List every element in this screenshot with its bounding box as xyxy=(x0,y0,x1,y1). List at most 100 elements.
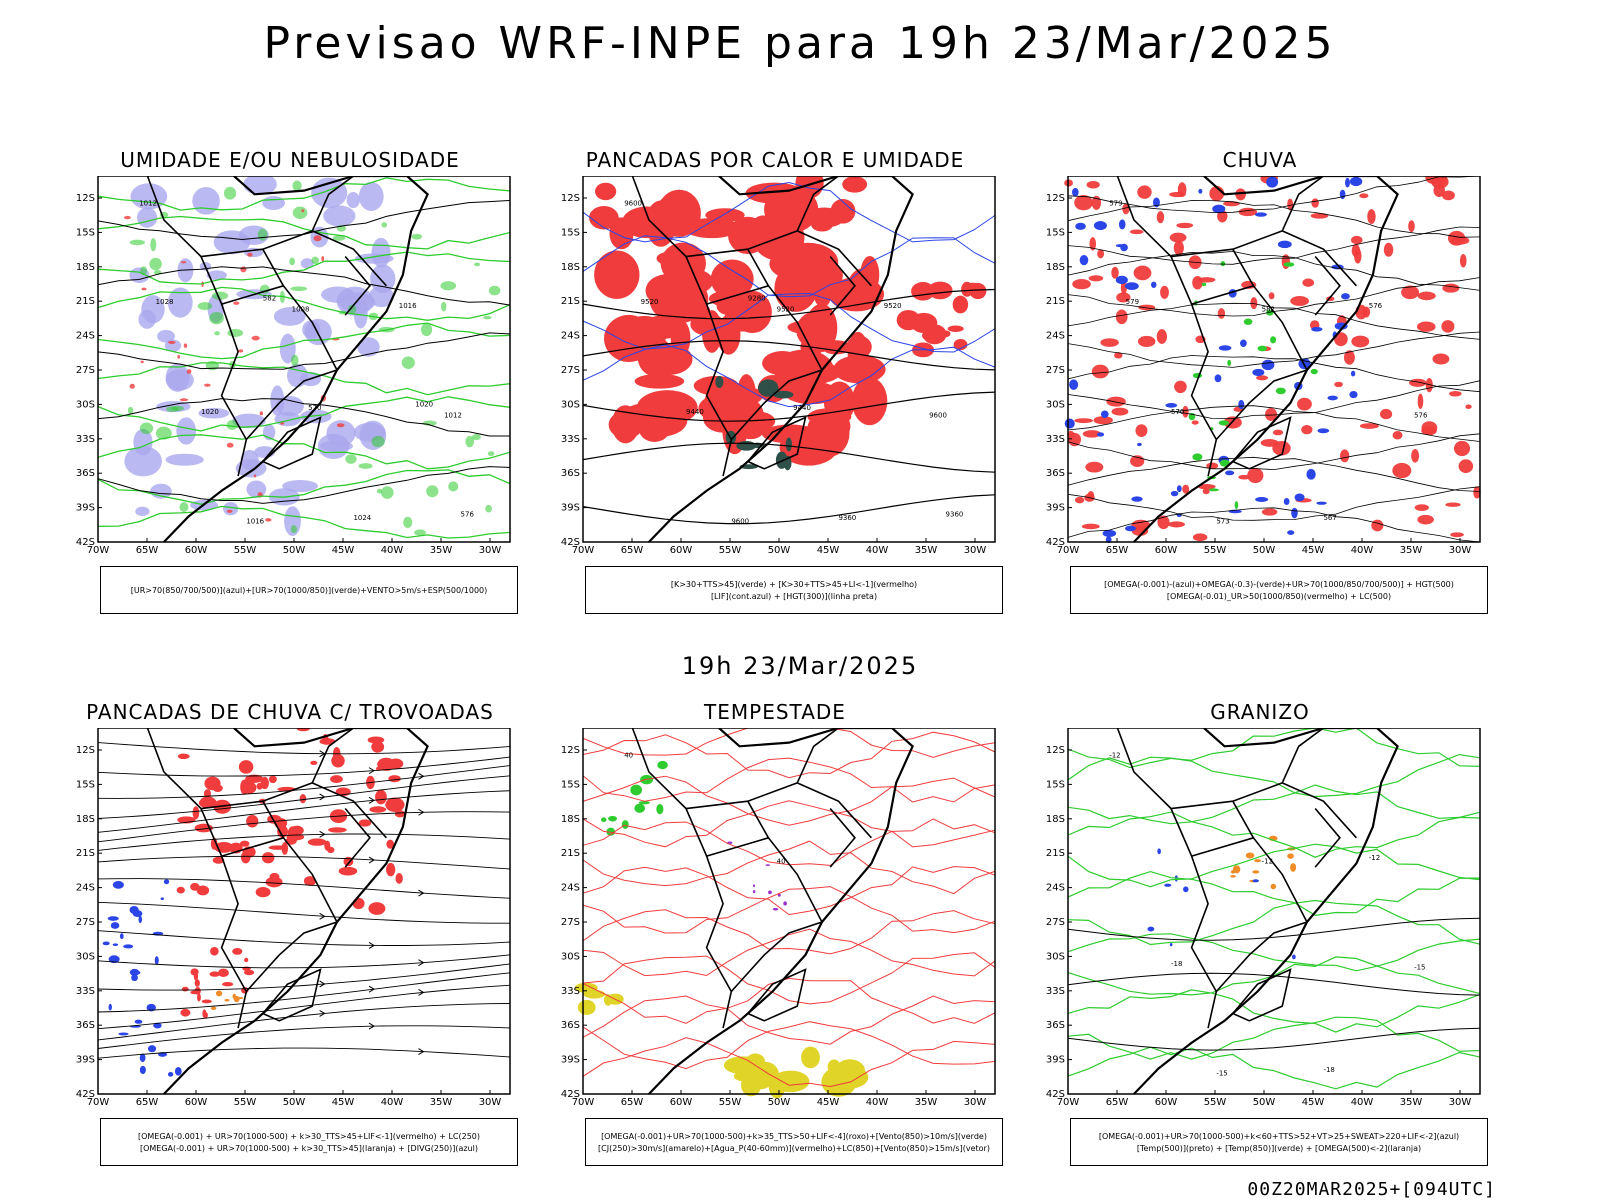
field-blob xyxy=(307,838,327,846)
border-line xyxy=(1281,728,1324,784)
contour-label: 9440 xyxy=(793,404,811,412)
streamline xyxy=(97,963,511,991)
field-blob xyxy=(1157,848,1161,855)
field-blob xyxy=(265,876,283,888)
field-blob xyxy=(1252,870,1260,874)
lon-tick-label: 50W xyxy=(768,1097,791,1108)
border-line xyxy=(1191,836,1308,923)
field-blob xyxy=(1367,209,1376,225)
field-blob xyxy=(1441,320,1455,333)
field-blob xyxy=(1311,326,1323,332)
streamline xyxy=(97,790,511,833)
lon-tick-label: 50W xyxy=(1253,1097,1276,1108)
contour-label: 1012 xyxy=(444,412,462,420)
field-blob xyxy=(1316,501,1327,505)
map-frame xyxy=(1067,176,1481,543)
lon-tick-label: 50W xyxy=(1253,545,1276,556)
field-blob xyxy=(1198,188,1203,194)
field-blob xyxy=(609,217,634,250)
field-blob xyxy=(371,435,385,448)
contour-label: 1024 xyxy=(353,514,371,522)
field-blob xyxy=(1120,243,1128,252)
contour-line xyxy=(97,251,511,285)
streamline-arrow xyxy=(368,856,376,864)
field-blob xyxy=(1124,282,1139,290)
lat-tick-label: 24S xyxy=(1046,331,1065,342)
streamline-arrow xyxy=(368,942,376,949)
contour-label: 570 xyxy=(308,404,321,412)
lat-tick-label: 21S xyxy=(561,848,580,859)
streamline-arrow xyxy=(368,767,376,775)
border-line xyxy=(262,968,322,1022)
field-blob xyxy=(1417,321,1436,332)
field-blob xyxy=(215,990,223,997)
streamline-arrow xyxy=(319,912,326,920)
field-blob xyxy=(411,233,423,240)
field-blob xyxy=(911,282,935,301)
field-blob xyxy=(1238,474,1251,480)
contour-label: 570 xyxy=(1171,408,1184,416)
field-blob xyxy=(274,412,302,427)
forecast-time-label: 19h 23/Mar/2025 xyxy=(681,652,919,680)
contour-label: 576 xyxy=(461,510,475,518)
contour-label: -15 xyxy=(1216,1070,1227,1078)
field-blob xyxy=(1245,852,1255,859)
contour-line xyxy=(1067,486,1481,521)
contour-line xyxy=(582,731,996,779)
contour-line xyxy=(582,1021,996,1070)
field-blob xyxy=(1191,420,1199,425)
field-blob xyxy=(1156,329,1168,344)
field-blob xyxy=(386,862,396,877)
border-line xyxy=(747,416,807,470)
lat-tick-label: 36S xyxy=(561,1020,580,1031)
field-blob xyxy=(764,186,819,233)
contour-label: 9520 xyxy=(884,302,902,310)
contour-label: -12 xyxy=(1109,751,1120,759)
field-blob xyxy=(1177,182,1187,198)
lat-tick-label: 39S xyxy=(76,1055,95,1066)
field-blob xyxy=(326,420,356,447)
lon-tick-label: 55W xyxy=(1204,1097,1227,1108)
contour-line xyxy=(97,469,511,505)
border-line xyxy=(796,176,839,232)
field-blob xyxy=(1283,262,1295,267)
field-blob xyxy=(141,287,147,291)
border-line xyxy=(1232,416,1292,470)
contour-label: 567 xyxy=(1323,514,1336,522)
lon-tick-label: 35W xyxy=(915,545,938,556)
lat-tick-label: 42S xyxy=(76,537,95,548)
field-blob xyxy=(1449,390,1462,397)
contour-line xyxy=(582,344,996,408)
field-blob xyxy=(1261,508,1278,516)
contour-label: 579 xyxy=(1109,199,1122,207)
contour-line xyxy=(582,442,996,473)
field-blob xyxy=(375,789,387,805)
field-blob xyxy=(371,237,391,268)
field-blob xyxy=(118,1032,129,1036)
map-content: -12 -12 -15 -15 -12 -18 -18 xyxy=(1067,728,1481,1095)
lon-tick-label: 55W xyxy=(234,545,257,556)
field-blob xyxy=(574,982,598,993)
field-blob xyxy=(1111,266,1119,279)
lat-tick-label: 36S xyxy=(76,468,95,479)
field-blob xyxy=(1115,309,1128,325)
field-blob xyxy=(656,804,664,815)
lat-tick-label: 24S xyxy=(561,331,580,342)
field-blob xyxy=(110,922,120,929)
field-blob xyxy=(300,258,314,269)
field-blob xyxy=(1458,459,1474,474)
contour-label: -15 xyxy=(1414,964,1425,972)
field-blob xyxy=(1157,515,1170,530)
map-content: 1012 1008 1012 1016 1016 1020 1024 1028 570 576 58… xyxy=(97,176,511,543)
field-blob xyxy=(1265,408,1278,421)
field-blob xyxy=(1129,229,1144,235)
lat-tick-label: 39S xyxy=(76,503,95,514)
contour-line xyxy=(1067,380,1481,420)
field-blob xyxy=(1473,486,1481,499)
field-blob xyxy=(277,825,288,838)
field-blob xyxy=(259,411,264,416)
field-blob xyxy=(805,303,838,353)
field-blob xyxy=(129,239,146,246)
field-blob xyxy=(708,289,760,308)
field-blob xyxy=(426,485,439,498)
